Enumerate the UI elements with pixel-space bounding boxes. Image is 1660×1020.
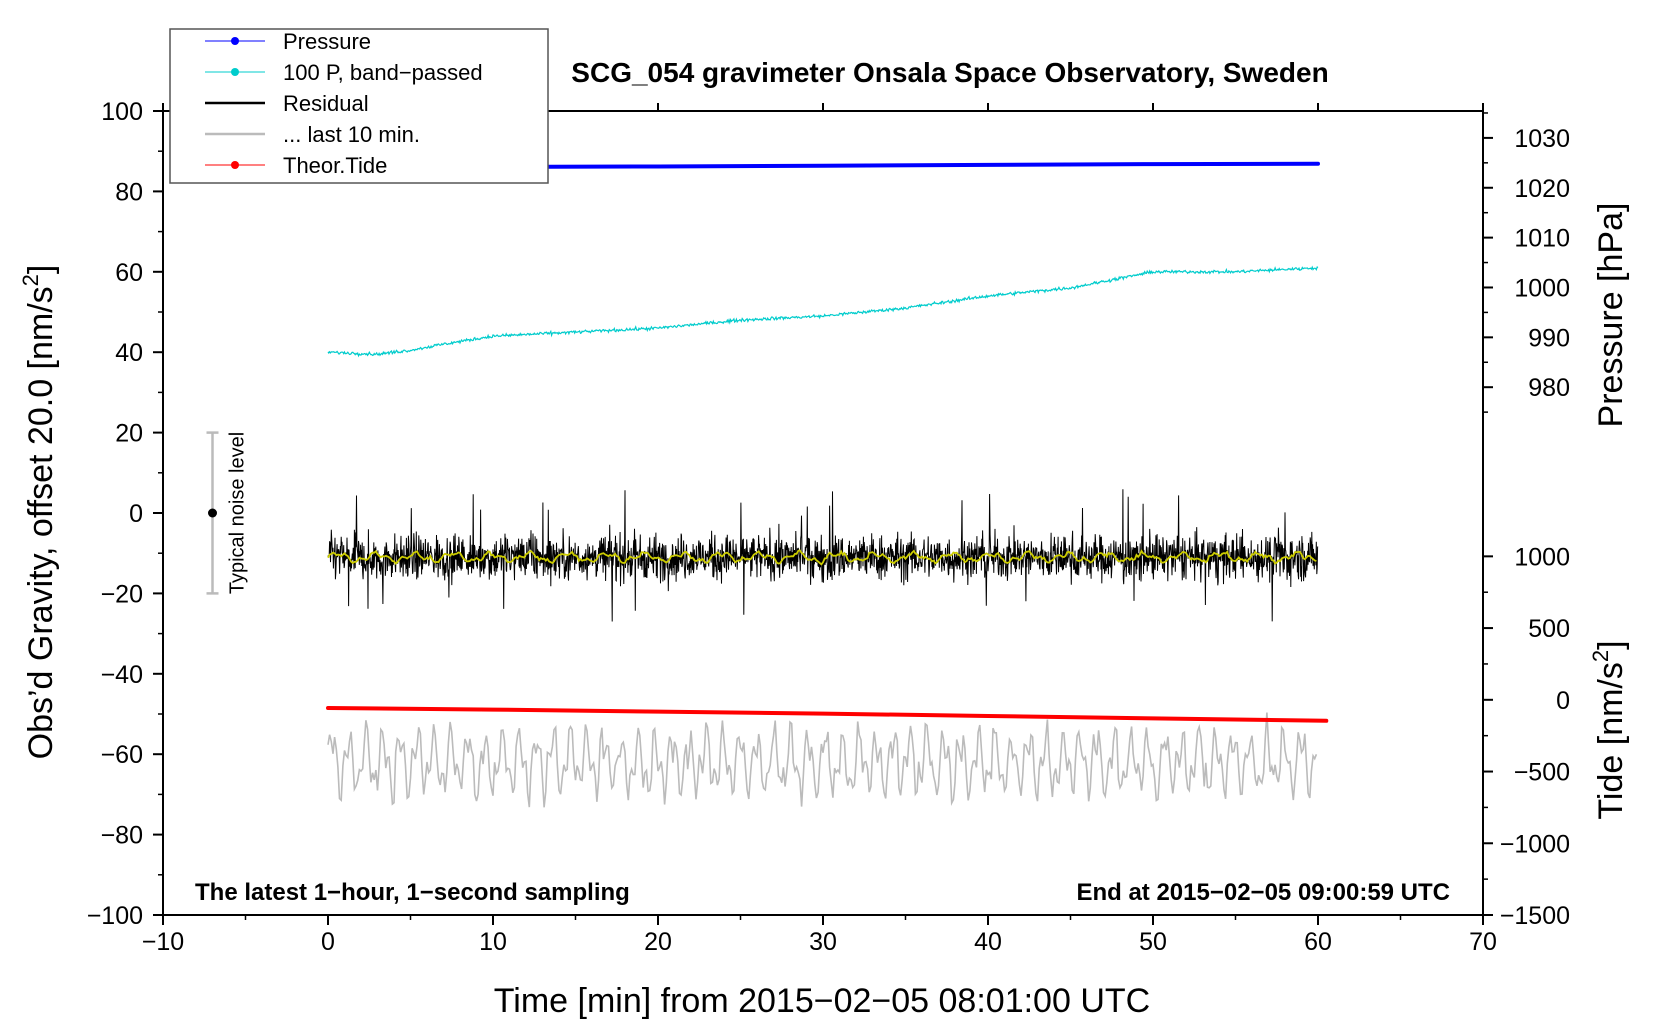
y-left-tick-label: −60 [101,741,143,769]
chart-title: SCG_054 gravimeter Onsala Space Observat… [571,57,1328,88]
noise-bar-dot [208,508,217,518]
y-axis-left-title: Obs’d Gravity, offset 20.0 [nm/s2] [18,265,60,760]
legend-swatch-marker [231,37,239,45]
tide-title-end: ] [1592,640,1630,649]
y-left-title-end: ] [22,265,60,274]
y-left-tick-label: 20 [115,420,143,448]
legend-label: ... last 10 min. [283,122,420,147]
legend-label: Residual [283,91,369,116]
pressure-tick-label: 1030 [1514,125,1570,153]
y-left-title-sup: 2 [18,274,43,286]
x-tick-label: 10 [479,928,507,956]
data-layer [326,161,1329,808]
legend-swatch-marker [231,161,239,169]
legend-label: 100 P, band−passed [283,60,483,85]
tide-tick-label: 1000 [1514,543,1570,571]
series-residual [327,489,1319,622]
legend-swatch-marker [231,68,239,76]
legend-label: Pressure [283,29,371,54]
noise-bar-label: Typical noise level [227,432,249,594]
y-left-tick-label: −100 [87,902,143,930]
legend-label: Theor.Tide [283,153,387,178]
y-left-tick-label: 40 [115,339,143,367]
y-left-tick-label: −80 [101,822,143,850]
legend: Pressure 100 P, band−passed Residual ... la… [169,28,549,184]
pressure-tick-label: 1010 [1514,225,1570,253]
x-tick-label: −10 [142,928,184,956]
x-tick-label: 60 [1304,928,1332,956]
noise-bar: Typical noise level [206,431,249,595]
x-axis-title: Time [min] from 2015−02−05 08:01:00 UTC [494,982,1150,1020]
y-left-tick-label: 0 [129,500,143,528]
y-left-tick-label: 80 [115,178,143,206]
x-tick-label: 0 [321,928,335,956]
tide-tick-label: −500 [1514,759,1570,787]
series-theor-tide [326,706,1329,723]
y-axis-tide-title: Tide [nm/s2] [1588,640,1630,819]
x-tick-label: 40 [974,928,1002,956]
pressure-tick-label: 990 [1528,324,1570,352]
y-left-tick-label: −20 [101,580,143,608]
legend-box [169,28,549,184]
x-tick-label: 20 [644,928,672,956]
tide-title-main: Tide [nm/s [1592,662,1630,819]
y-left-tick-label: 60 [115,259,143,287]
ticks-layer: −10 0 10 20 30 40 50 60 70−100−80−60−40−20020406… [87,98,1570,956]
series-residual-smoothed [327,549,1317,566]
tide-tick-label: −1000 [1500,830,1570,858]
tide-title-sup: 2 [1588,650,1613,662]
pressure-tick-label: 980 [1528,374,1570,402]
x-tick-label: 50 [1139,928,1167,956]
y-left-tick-label: 100 [101,98,143,126]
pressure-tick-label: 1020 [1514,175,1570,203]
note-end-time: End at 2015−02−05 09:00:59 UTC [1076,879,1450,906]
tide-tick-label: −1500 [1500,902,1570,930]
series-last-10-min [327,712,1318,808]
tide-tick-label: 0 [1556,687,1570,715]
x-tick-label: 30 [809,928,837,956]
tide-tick-label: 500 [1528,615,1570,643]
x-tick-label: 70 [1469,928,1497,956]
note-sampling: The latest 1−hour, 1−second sampling [195,879,630,906]
series-pressure-bandpassed [327,265,1319,358]
pressure-tick-label: 1000 [1514,274,1570,302]
y-left-tick-label: −40 [101,661,143,689]
y-axis-pressure-title: Pressure [hPa] [1592,203,1630,428]
y-left-title-main: Obs’d Gravity, offset 20.0 [nm/s [22,286,60,759]
